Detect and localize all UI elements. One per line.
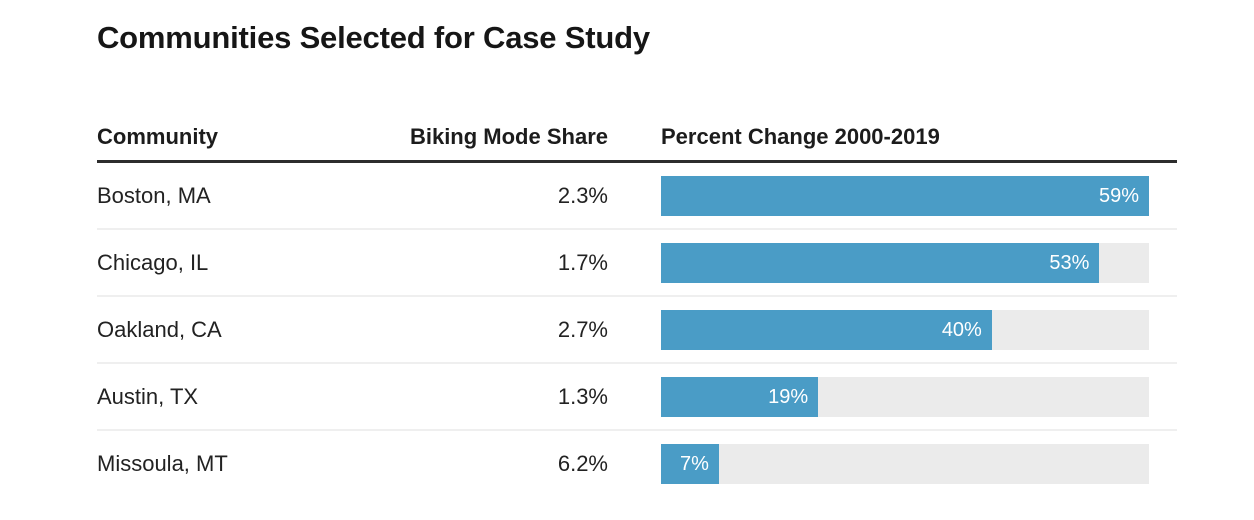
community-cell: Oakland, CA bbox=[97, 316, 222, 342]
bar-fill: 40% bbox=[661, 309, 992, 350]
bar-track: 7% bbox=[661, 443, 1149, 484]
communities-table: Community Biking Mode Share Percent Chan… bbox=[97, 110, 1177, 496]
bar-value-label: 7% bbox=[679, 452, 709, 475]
mode-share-cell: 1.3% bbox=[557, 383, 608, 409]
mode-share-cell: 2.3% bbox=[557, 182, 608, 208]
bar-track: 40% bbox=[661, 309, 1149, 350]
community-cell: Boston, MA bbox=[97, 182, 211, 208]
table-row: Chicago, IL 1.7% 53% bbox=[97, 230, 1177, 297]
community-cell: Chicago, IL bbox=[97, 249, 209, 275]
bar-fill: 7% bbox=[661, 443, 719, 484]
table-body: Boston, MA 2.3% 59% Chicago, IL 1.7% 53%… bbox=[97, 163, 1177, 496]
bar-value-label: 40% bbox=[941, 318, 982, 341]
bar-track: 19% bbox=[661, 376, 1149, 417]
community-cell: Missoula, MT bbox=[97, 450, 228, 476]
header-biking-mode-share: Biking Mode Share bbox=[409, 124, 608, 149]
bar-track: 59% bbox=[661, 175, 1149, 216]
bar-value-label: 53% bbox=[1049, 251, 1090, 274]
percent-change-cell: 19% bbox=[661, 376, 1149, 417]
mode-share-cell: 1.7% bbox=[557, 249, 608, 275]
chart-title: Communities Selected for Case Study bbox=[97, 20, 650, 55]
header-percent-change: Percent Change 2000-2019 bbox=[661, 124, 940, 149]
header-community: Community bbox=[97, 124, 218, 149]
percent-change-cell: 7% bbox=[661, 443, 1149, 484]
mode-share-cell: 6.2% bbox=[557, 450, 608, 476]
mode-share-cell: 2.7% bbox=[557, 316, 608, 342]
bar-value-label: 19% bbox=[768, 385, 809, 408]
bar-fill: 59% bbox=[661, 175, 1149, 216]
percent-change-cell: 40% bbox=[661, 309, 1149, 350]
table-row: Boston, MA 2.3% 59% bbox=[97, 163, 1177, 230]
bar-fill: 19% bbox=[661, 376, 819, 417]
table-row: Austin, TX 1.3% 19% bbox=[97, 364, 1177, 431]
table-row: Missoula, MT 6.2% 7% bbox=[97, 431, 1177, 496]
percent-change-cell: 59% bbox=[661, 175, 1149, 216]
bar-value-label: 59% bbox=[1098, 184, 1139, 207]
bar-track: 53% bbox=[661, 242, 1149, 283]
percent-change-cell: 53% bbox=[661, 242, 1149, 283]
table-header-row: Community Biking Mode Share Percent Chan… bbox=[97, 110, 1177, 163]
table-row: Oakland, CA 2.7% 40% bbox=[97, 297, 1177, 364]
bar-fill: 53% bbox=[661, 242, 1100, 283]
community-cell: Austin, TX bbox=[97, 383, 199, 409]
